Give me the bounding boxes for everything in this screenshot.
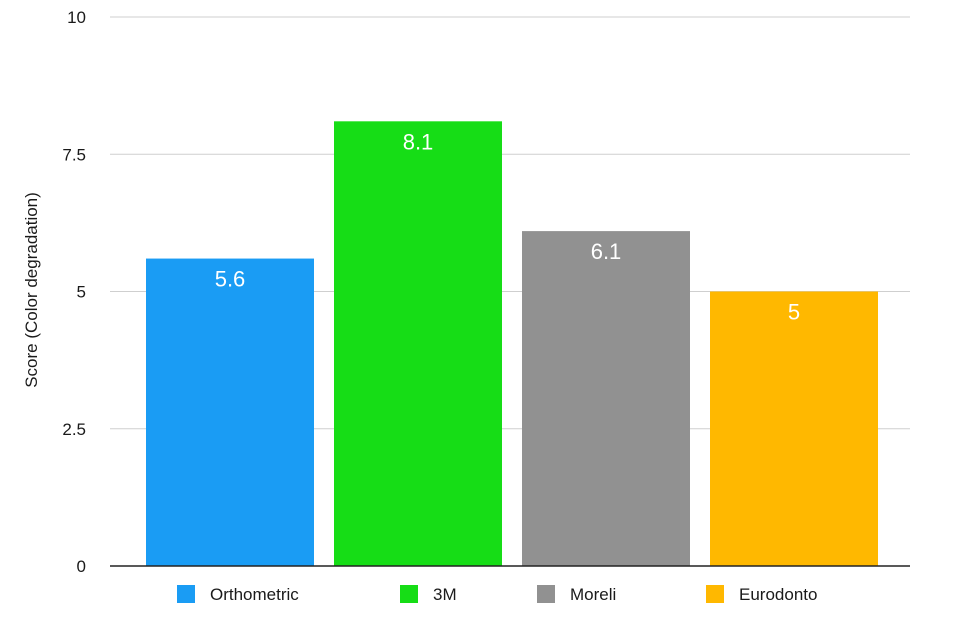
legend-swatch	[537, 585, 555, 603]
bar	[710, 291, 878, 566]
legend-swatch	[400, 585, 418, 603]
y-axis-title: Score (Color degradation)	[22, 192, 41, 388]
bars: 5.6 8.1 6.1 5	[146, 121, 878, 567]
y-tick-label: 0	[77, 557, 86, 576]
y-tick-label: 10	[67, 8, 86, 27]
legend-label: 3M	[433, 585, 457, 604]
bar-value-label: 8.1	[403, 129, 434, 154]
bar	[522, 231, 690, 567]
legend-label: Moreli	[570, 585, 616, 604]
y-axis-ticks: 0 2.5 5 7.5 10	[62, 8, 86, 576]
y-tick-label: 7.5	[62, 145, 86, 164]
legend-label: Eurodonto	[739, 585, 817, 604]
legend-label: Orthometric	[210, 585, 299, 604]
bar-value-label: 5.6	[215, 267, 246, 292]
legend: Orthometric 3M Moreli Eurodonto	[177, 585, 817, 604]
bar	[146, 258, 314, 566]
legend-swatch	[177, 585, 195, 603]
y-tick-label: 5	[77, 283, 86, 302]
bar	[334, 121, 502, 566]
y-tick-label: 2.5	[62, 420, 86, 439]
bar-value-label: 6.1	[591, 239, 622, 264]
legend-swatch	[706, 585, 724, 603]
bar-value-label: 5	[788, 300, 800, 325]
